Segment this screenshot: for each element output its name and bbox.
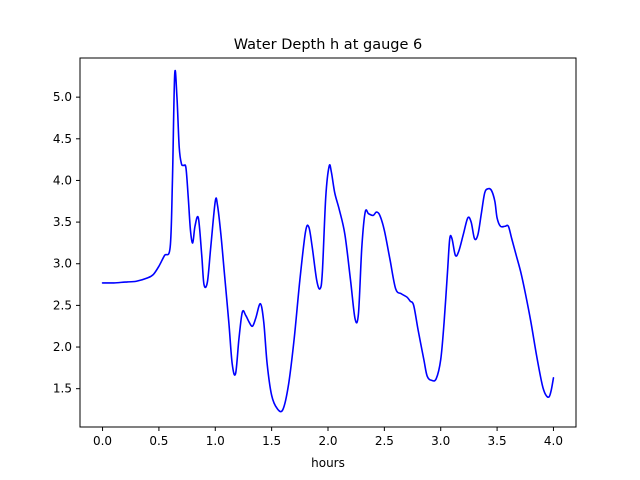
x-tick-label: 1.0	[206, 434, 225, 448]
x-tick-label: 3.0	[431, 434, 450, 448]
x-axis: 0.0 0.5 1.0 1.5 2.0 2.5 3.0 3.5 4.0	[93, 427, 563, 448]
plot-frame	[79, 57, 577, 428]
plot-area	[80, 58, 576, 427]
x-tick-label: 0.0	[93, 434, 112, 448]
chart-title: Water Depth h at gauge 6	[234, 37, 422, 53]
series-line	[101, 69, 555, 413]
x-tick-label: 3.5	[488, 434, 507, 448]
x-tick-label: 2.5	[375, 434, 394, 448]
y-axis: 1.5 2.0 2.5 3.0 3.5 4.0 4.5 5.0	[53, 90, 80, 396]
y-tick-label: 2.0	[53, 340, 72, 354]
x-axis-label: hours	[311, 456, 345, 470]
x-tick-label: 4.0	[544, 434, 563, 448]
y-tick-label: 3.0	[53, 257, 72, 271]
x-tick-label: 1.5	[262, 434, 281, 448]
y-tick-label: 3.5	[53, 215, 72, 229]
y-tick-label: 2.5	[53, 298, 72, 312]
y-tick-label: 4.0	[53, 173, 72, 187]
y-tick-label: 5.0	[53, 90, 72, 104]
y-tick-label: 1.5	[53, 382, 72, 396]
x-tick-label: 0.5	[149, 434, 168, 448]
x-tick-label: 2.0	[318, 434, 337, 448]
y-tick-label: 4.5	[53, 132, 72, 146]
